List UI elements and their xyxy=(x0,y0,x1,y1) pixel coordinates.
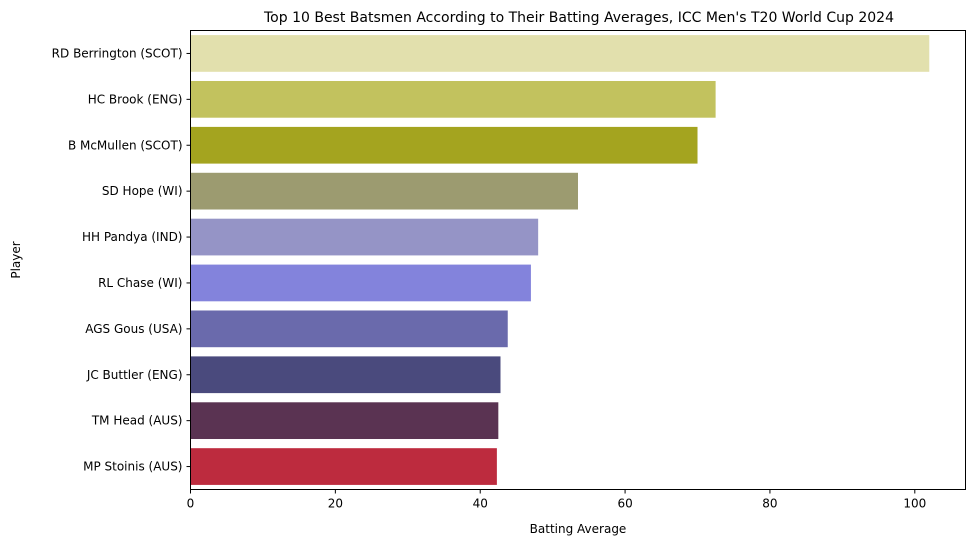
y-tick-label: JC Buttler (ENG) xyxy=(86,368,183,382)
x-tick-label: 40 xyxy=(473,497,488,511)
y-tick-label: HC Brook (ENG) xyxy=(88,92,183,106)
plot-frame xyxy=(190,30,966,490)
y-tick-label: TM Head (AUS) xyxy=(91,414,183,428)
chart-title: Top 10 Best Batsmen According to Their B… xyxy=(263,10,894,26)
bar-2 xyxy=(190,126,698,164)
bar-6 xyxy=(190,310,508,348)
x-axis-label: Batting Average xyxy=(530,522,627,536)
bar-1 xyxy=(190,80,716,118)
x-tick-label: 60 xyxy=(617,497,632,511)
y-tick-label: HH Pandya (IND) xyxy=(82,230,183,244)
y-tick-label: B McMullen (SCOT) xyxy=(68,138,183,152)
y-axis-ticks: RD Berrington (SCOT) HC Brook (ENG) B McMu… xyxy=(52,46,191,474)
bar-4 xyxy=(190,218,539,256)
x-tick-label: 20 xyxy=(328,497,343,511)
bar-9 xyxy=(190,448,497,485)
y-tick-label: RL Chase (WI) xyxy=(98,276,182,290)
y-tick-label: SD Hope (WI) xyxy=(102,184,183,198)
bar-7 xyxy=(190,356,501,394)
bar-0 xyxy=(190,35,930,72)
y-tick-label: AGS Gous (USA) xyxy=(85,322,182,336)
bar-5 xyxy=(190,264,531,302)
y-axis-label: Player xyxy=(9,241,23,278)
bars-group xyxy=(190,35,930,485)
bar-8 xyxy=(190,402,499,440)
x-tick-label: 0 xyxy=(187,497,195,511)
x-axis-ticks: 0 20 40 60 80 100 xyxy=(187,489,926,511)
y-tick-label: MP Stoinis (AUS) xyxy=(83,460,182,474)
x-tick-label: 100 xyxy=(903,497,926,511)
bar-3 xyxy=(190,172,578,210)
x-tick-label: 80 xyxy=(762,497,777,511)
y-tick-label: RD Berrington (SCOT) xyxy=(52,46,183,60)
